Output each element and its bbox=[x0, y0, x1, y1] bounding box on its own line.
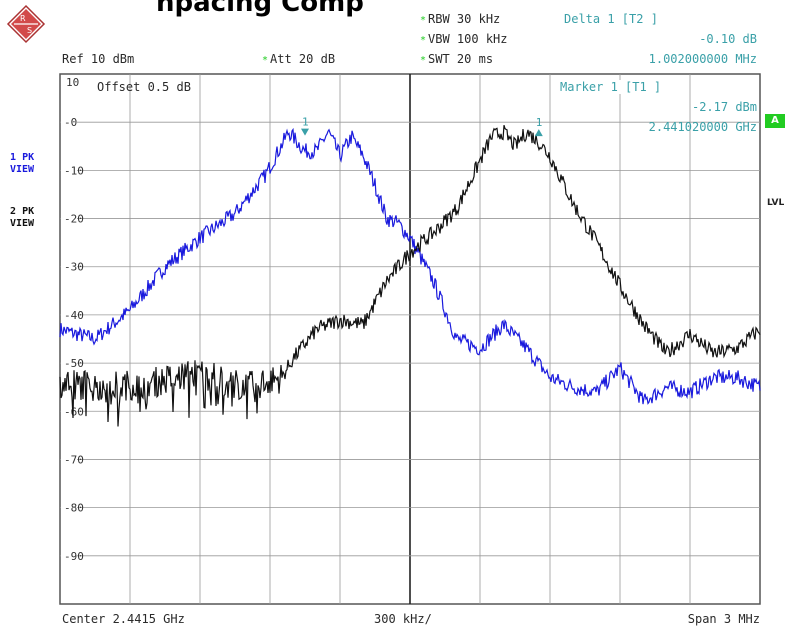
ref-level-label: Ref 10 dBm bbox=[62, 52, 135, 66]
y-tick-bg bbox=[61, 164, 77, 177]
marker-2-symbol bbox=[534, 129, 543, 137]
vbw-label: * VBW 100 kHz bbox=[420, 32, 508, 46]
y-tick-bg bbox=[61, 116, 77, 129]
y-tick-label: -40 bbox=[64, 309, 84, 322]
sweep-time-label: * SWT 20 ms bbox=[420, 52, 494, 66]
y-tick-bg bbox=[61, 453, 77, 466]
y-tick-label: -0 bbox=[64, 116, 77, 129]
rbw-value: RBW 30 kHz bbox=[428, 12, 501, 26]
y-tick-bg bbox=[61, 212, 77, 225]
attenuation-label: * Att 20 dB bbox=[262, 52, 336, 66]
sweep-time-value: SWT 20 ms bbox=[428, 52, 494, 66]
vbw-value: VBW 100 kHz bbox=[428, 32, 508, 46]
y-tick-label: -10 bbox=[64, 164, 84, 177]
a-badge: A bbox=[765, 114, 785, 128]
marker-2-label: 1 bbox=[536, 116, 543, 129]
marker1-label: Marker 1 [T1 ] bbox=[560, 80, 662, 94]
y-tick-label: -90 bbox=[64, 550, 84, 563]
marker-1-symbol bbox=[301, 128, 309, 136]
grid bbox=[59, 73, 761, 605]
y-tick-label: -80 bbox=[64, 502, 84, 515]
y-tick-label: -70 bbox=[64, 453, 84, 466]
traces bbox=[59, 125, 761, 427]
y-tick-label: -50 bbox=[64, 357, 84, 370]
offset-label: Offset 0.5 dB bbox=[97, 80, 191, 94]
center-frequency: Center 2.4415 GHz bbox=[62, 612, 185, 626]
marker1-value: -2.17 dBm bbox=[691, 100, 757, 114]
trace1-mode: PK bbox=[22, 152, 35, 163]
marker-1-label: 1 bbox=[302, 116, 309, 129]
trace2-label: 2 PK VIEW bbox=[10, 206, 34, 230]
per-division: 300 kHz/ bbox=[374, 612, 432, 626]
trace1-label: 1 PK VIEW bbox=[10, 152, 34, 176]
delta-marker-label: Delta 1 [T2 ] bbox=[564, 12, 658, 26]
trace2-mode: PK bbox=[22, 206, 35, 217]
y-tick-bg bbox=[61, 549, 77, 562]
y-tick-label-top: 10 bbox=[66, 76, 79, 89]
svg-text:S: S bbox=[27, 26, 32, 35]
page-title: npacing Comp bbox=[156, 0, 364, 18]
trace2-view: VIEW bbox=[10, 218, 35, 229]
trace-1-line bbox=[59, 127, 761, 405]
marker1-freq: 2.441020000 GHz bbox=[648, 120, 757, 134]
lvl-badge: LVL bbox=[767, 198, 785, 208]
span-label: Span 3 MHz bbox=[687, 612, 760, 626]
y-tick-label: -30 bbox=[64, 261, 84, 274]
attenuation-value: Att 20 dB bbox=[270, 52, 336, 66]
svg-text:R: R bbox=[20, 14, 26, 23]
y-tick-label: -20 bbox=[64, 213, 84, 226]
y-tick-labels: 10 -0 -10 -20 -30 -40 -50 -60 -70 -80 -90 bbox=[61, 76, 84, 563]
trace1-view: VIEW bbox=[10, 164, 35, 175]
rbw-label: * RBW 30 kHz bbox=[420, 12, 501, 26]
y-tick-bg bbox=[61, 501, 77, 514]
delta-marker-freq: 1.002000000 MHz bbox=[648, 52, 757, 66]
trace2-id: 2 bbox=[10, 206, 17, 217]
delta-marker-value: -0.10 dB bbox=[699, 32, 757, 46]
y-tick-label: -60 bbox=[64, 405, 84, 418]
y-tick-bg bbox=[61, 357, 77, 370]
y-tick-bg bbox=[61, 260, 77, 273]
trace1-id: 1 bbox=[10, 152, 17, 163]
trace-2-line bbox=[59, 125, 761, 427]
y-tick-bg bbox=[61, 308, 77, 321]
rs-logo: R S bbox=[6, 4, 46, 44]
